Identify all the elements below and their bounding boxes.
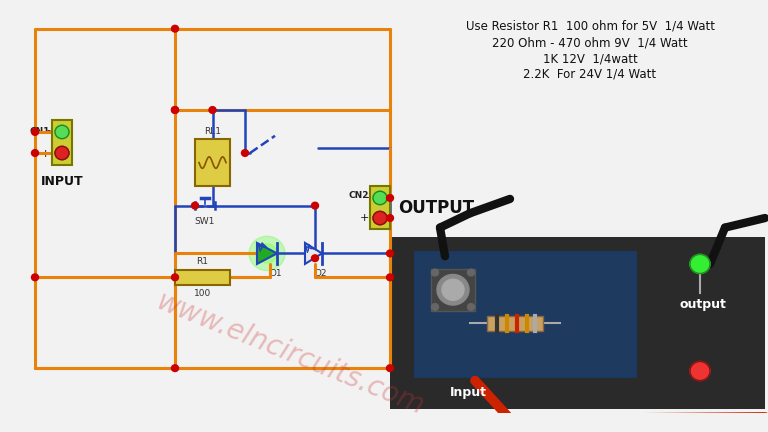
Circle shape [690, 254, 710, 273]
Text: 100: 100 [194, 289, 211, 298]
Circle shape [373, 191, 387, 205]
Circle shape [31, 149, 38, 156]
Circle shape [437, 274, 469, 305]
Circle shape [386, 215, 393, 221]
Circle shape [171, 107, 178, 113]
Circle shape [432, 269, 439, 276]
Text: +: + [359, 213, 369, 223]
Text: R1: R1 [197, 257, 208, 266]
Circle shape [312, 255, 319, 261]
Circle shape [249, 236, 285, 270]
Text: SW1: SW1 [195, 217, 215, 226]
Circle shape [442, 279, 464, 300]
Circle shape [432, 304, 439, 310]
Bar [52, 120, 72, 165]
Text: D2: D2 [314, 269, 326, 278]
Bar [370, 187, 390, 229]
Circle shape [191, 202, 198, 209]
Text: D1: D1 [269, 269, 281, 278]
Circle shape [386, 365, 393, 372]
Text: +: + [41, 149, 50, 159]
Circle shape [55, 125, 69, 139]
Circle shape [468, 304, 475, 310]
Circle shape [386, 274, 393, 281]
Circle shape [55, 146, 69, 160]
Text: Use Resistor R1  100 ohm for 5V  1/4 Watt: Use Resistor R1 100 ohm for 5V 1/4 Watt [465, 19, 714, 32]
Circle shape [171, 25, 178, 32]
Circle shape [171, 274, 178, 281]
Polygon shape [257, 243, 277, 264]
Circle shape [257, 244, 277, 263]
Text: CN2: CN2 [349, 191, 369, 200]
Bar [431, 269, 475, 311]
Text: Input: Input [450, 386, 487, 399]
Text: -: - [365, 192, 369, 202]
Circle shape [468, 269, 475, 276]
Circle shape [31, 274, 38, 281]
Bar [487, 316, 543, 331]
Circle shape [312, 202, 319, 209]
Circle shape [386, 194, 393, 201]
Bar [175, 270, 230, 285]
Text: CN1: CN1 [29, 127, 50, 136]
Bar [195, 139, 230, 187]
Circle shape [241, 149, 249, 156]
Circle shape [171, 365, 178, 372]
Circle shape [373, 211, 387, 225]
Circle shape [386, 250, 393, 257]
Bar [415, 251, 635, 376]
Text: 1K 12V  1/4watt: 1K 12V 1/4watt [543, 53, 637, 66]
Text: OUTPUT: OUTPUT [398, 199, 474, 216]
Polygon shape [305, 243, 322, 264]
Text: 2.2K  For 24V 1/4 Watt: 2.2K For 24V 1/4 Watt [524, 68, 657, 81]
Text: 220 Ohm - 470 ohm 9V  1/4 Watt: 220 Ohm - 470 ohm 9V 1/4 Watt [492, 36, 688, 49]
Text: www.elncircuits.com: www.elncircuits.com [152, 287, 428, 420]
Circle shape [171, 107, 178, 113]
Text: INPUT: INPUT [41, 175, 83, 188]
Text: output: output [680, 298, 727, 311]
Circle shape [31, 129, 38, 135]
Circle shape [209, 107, 216, 113]
Text: RL1: RL1 [204, 127, 221, 136]
Circle shape [690, 362, 710, 381]
Text: -: - [46, 125, 50, 135]
Bar [390, 237, 765, 409]
